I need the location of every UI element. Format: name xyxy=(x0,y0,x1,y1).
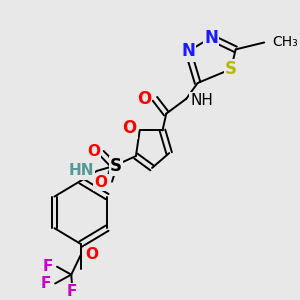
Text: S: S xyxy=(110,157,122,175)
Text: F: F xyxy=(43,259,53,274)
Text: NH: NH xyxy=(190,93,213,108)
Text: O: O xyxy=(123,119,137,137)
Text: N: N xyxy=(181,42,195,60)
Text: CH₃: CH₃ xyxy=(272,35,298,50)
Text: S: S xyxy=(225,60,237,78)
Text: F: F xyxy=(41,276,51,291)
Text: O: O xyxy=(87,144,100,159)
Text: O: O xyxy=(94,175,107,190)
Text: O: O xyxy=(85,248,98,262)
Text: HN: HN xyxy=(69,164,94,178)
Text: F: F xyxy=(67,284,77,299)
Text: N: N xyxy=(204,28,218,46)
Text: O: O xyxy=(137,90,151,108)
